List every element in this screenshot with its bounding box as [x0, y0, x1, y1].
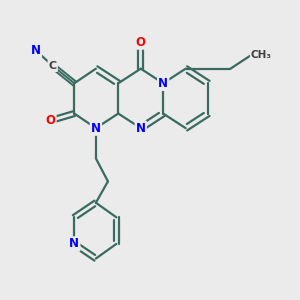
Text: O: O — [45, 114, 56, 127]
Text: N: N — [158, 77, 168, 90]
Text: N: N — [31, 44, 41, 57]
Text: CH₃: CH₃ — [251, 50, 272, 60]
Text: O: O — [136, 35, 146, 49]
Text: N: N — [136, 122, 146, 135]
Text: N: N — [91, 122, 101, 135]
Text: C: C — [49, 61, 57, 71]
Text: N: N — [69, 237, 79, 250]
